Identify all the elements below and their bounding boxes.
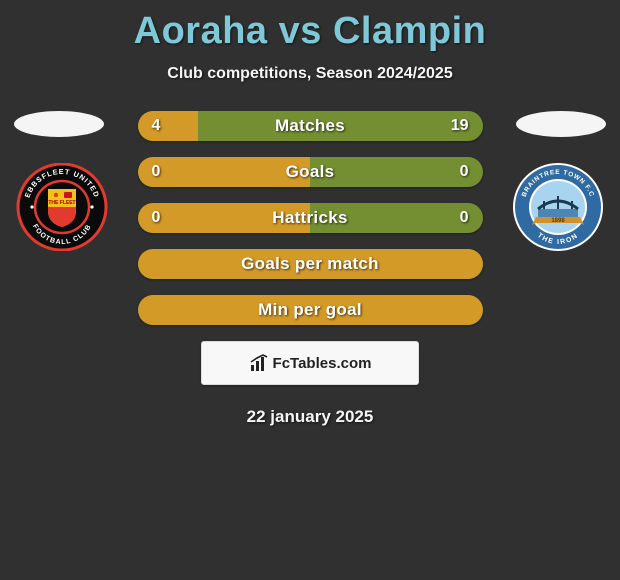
stat-label: Min per goal xyxy=(138,295,483,325)
stat-row: 419Matches xyxy=(138,111,483,141)
content-area: EBBSFLEET UNITED FOOTBALL CLUB THE FLEET xyxy=(0,111,620,427)
svg-text:1898: 1898 xyxy=(551,218,565,224)
stat-row: 00Goals xyxy=(138,157,483,187)
right-ellipse-decor xyxy=(516,111,606,137)
stat-bars: 419Matches 00Goals 00Hattricks Goals per ma… xyxy=(138,111,483,325)
footer-date: 22 january 2025 xyxy=(0,407,620,427)
team-right-badge: BRAINTREE TOWN F.C THE IRON 1898 xyxy=(508,163,608,251)
stat-label: Goals per match xyxy=(138,249,483,279)
chart-icon xyxy=(249,353,269,373)
stat-label: Matches xyxy=(138,111,483,141)
brand-text: FcTables.com xyxy=(273,355,372,372)
page-title: Aoraha vs Clampin xyxy=(0,0,620,53)
page-subtitle: Club competitions, Season 2024/2025 xyxy=(0,65,620,83)
stat-row: 00Hattricks xyxy=(138,203,483,233)
team-left-badge: EBBSFLEET UNITED FOOTBALL CLUB THE FLEET xyxy=(12,163,112,251)
svg-text:THE FLEET: THE FLEET xyxy=(48,200,75,206)
stat-row: Goals per match xyxy=(138,249,483,279)
left-ellipse-decor xyxy=(14,111,104,137)
brand-panel: FcTables.com xyxy=(201,341,419,385)
stat-label: Hattricks xyxy=(138,203,483,233)
stat-row: Min per goal xyxy=(138,295,483,325)
stat-label: Goals xyxy=(138,157,483,187)
